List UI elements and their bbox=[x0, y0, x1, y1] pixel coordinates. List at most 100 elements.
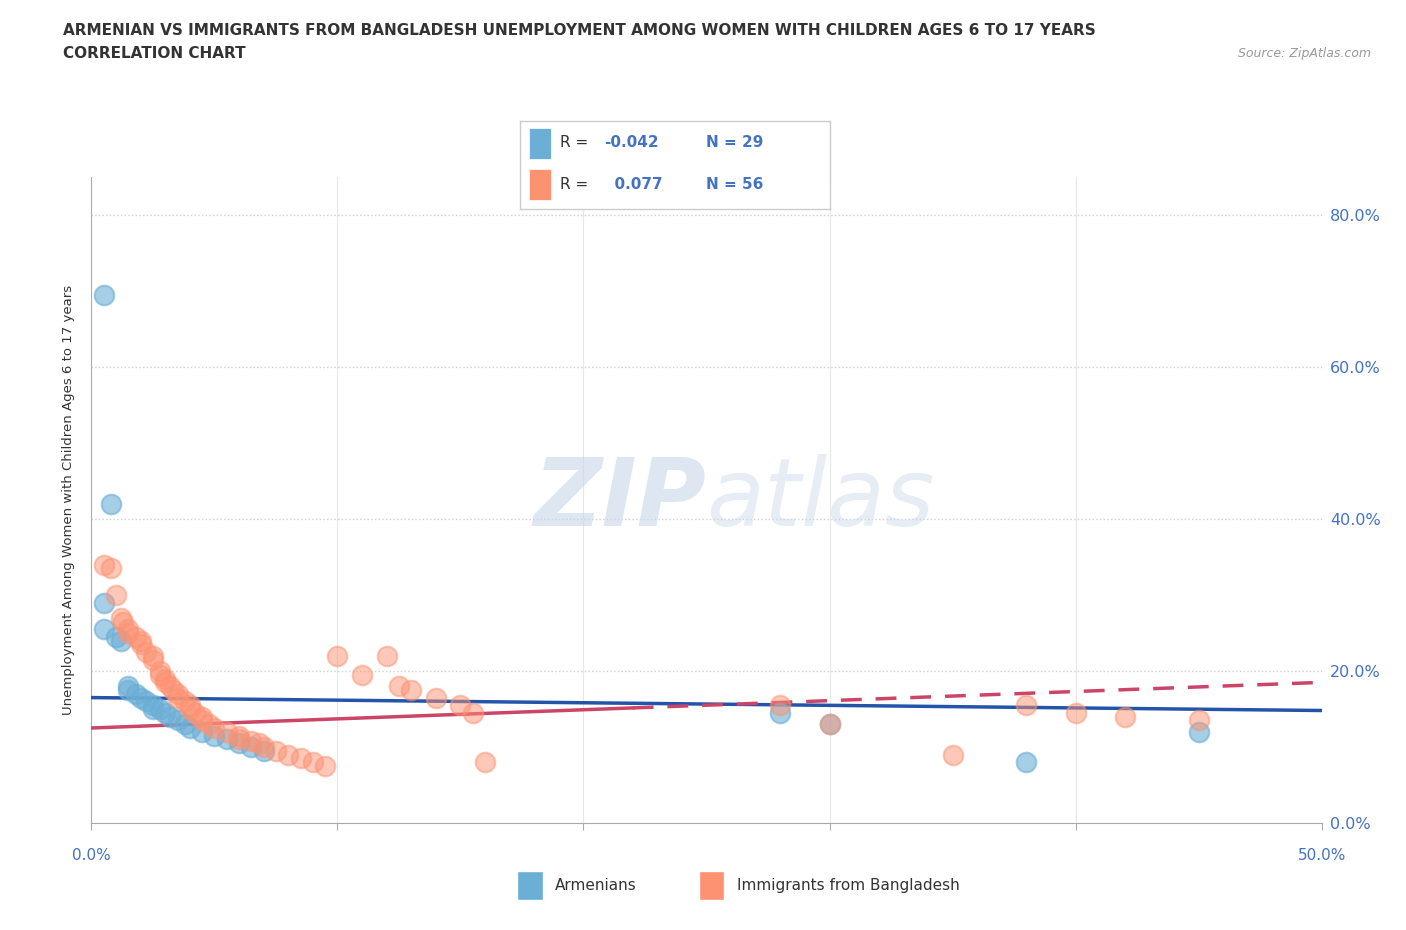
Point bbox=[162, 683, 184, 698]
Text: Immigrants from Bangladesh: Immigrants from Bangladesh bbox=[737, 878, 959, 894]
Point bbox=[93, 595, 115, 610]
Text: 0.0%: 0.0% bbox=[72, 848, 111, 863]
Text: ZIP: ZIP bbox=[534, 454, 706, 546]
Point bbox=[135, 644, 156, 659]
Point bbox=[93, 622, 115, 637]
Point bbox=[93, 287, 115, 302]
Point bbox=[191, 710, 214, 724]
Text: ARMENIAN VS IMMIGRANTS FROM BANGLADESH UNEMPLOYMENT AMONG WOMEN WITH CHILDREN AG: ARMENIAN VS IMMIGRANTS FROM BANGLADESH U… bbox=[63, 23, 1097, 38]
Point bbox=[399, 683, 422, 698]
Point bbox=[149, 663, 172, 678]
Text: CORRELATION CHART: CORRELATION CHART bbox=[63, 46, 246, 61]
Bar bbox=[530, 128, 551, 159]
Point bbox=[253, 739, 276, 754]
Point bbox=[277, 747, 299, 762]
Point bbox=[142, 701, 165, 716]
Point bbox=[449, 698, 471, 712]
Point bbox=[100, 497, 122, 512]
Point bbox=[117, 622, 139, 637]
Text: Armenians: Armenians bbox=[555, 878, 637, 894]
Point bbox=[159, 679, 181, 694]
Point bbox=[191, 713, 214, 728]
Point bbox=[425, 690, 447, 705]
Point bbox=[253, 743, 276, 758]
Point bbox=[179, 701, 201, 716]
Point bbox=[93, 557, 115, 572]
Point bbox=[818, 717, 841, 732]
Point bbox=[174, 717, 197, 732]
Point bbox=[124, 630, 146, 644]
Point bbox=[124, 686, 146, 701]
Point bbox=[228, 728, 250, 743]
Point bbox=[352, 668, 374, 683]
Point bbox=[153, 705, 177, 720]
Text: 50.0%: 50.0% bbox=[1298, 848, 1346, 863]
Point bbox=[290, 751, 312, 766]
Point bbox=[166, 713, 188, 728]
Point bbox=[191, 724, 214, 739]
Text: R =: R = bbox=[561, 177, 593, 192]
Point bbox=[105, 588, 127, 603]
Point bbox=[149, 701, 172, 716]
Point bbox=[166, 690, 188, 705]
Point bbox=[159, 710, 181, 724]
Point bbox=[142, 652, 165, 667]
Point bbox=[314, 759, 336, 774]
Point bbox=[769, 698, 792, 712]
Point bbox=[142, 648, 165, 663]
Point bbox=[1015, 698, 1038, 712]
Point bbox=[240, 739, 263, 754]
Point bbox=[474, 755, 496, 770]
Text: -0.042: -0.042 bbox=[603, 136, 658, 151]
Point bbox=[183, 705, 207, 720]
Point bbox=[174, 694, 197, 709]
Point bbox=[112, 614, 135, 629]
Text: R =: R = bbox=[561, 136, 593, 151]
Point bbox=[149, 668, 172, 683]
Text: 0.077: 0.077 bbox=[603, 177, 662, 192]
Point bbox=[388, 679, 411, 694]
Point bbox=[215, 732, 238, 747]
Point bbox=[228, 736, 250, 751]
Point bbox=[202, 728, 225, 743]
Point bbox=[110, 610, 132, 625]
Text: N = 29: N = 29 bbox=[706, 136, 763, 151]
Point bbox=[110, 633, 132, 648]
Point bbox=[129, 690, 152, 705]
Bar bbox=[530, 169, 551, 201]
Point bbox=[941, 747, 963, 762]
Point bbox=[153, 671, 177, 686]
Y-axis label: Unemployment Among Women with Children Ages 6 to 17 years: Unemployment Among Women with Children A… bbox=[62, 285, 76, 715]
Point bbox=[818, 717, 841, 732]
Point bbox=[1064, 705, 1087, 720]
Point bbox=[100, 561, 122, 576]
Point bbox=[135, 694, 156, 709]
Point bbox=[264, 743, 287, 758]
Point bbox=[117, 679, 139, 694]
Point bbox=[117, 683, 139, 698]
Point bbox=[301, 755, 323, 770]
Point bbox=[129, 633, 152, 648]
Point bbox=[1187, 713, 1209, 728]
Point bbox=[105, 630, 127, 644]
Point bbox=[117, 626, 139, 641]
Point bbox=[247, 736, 270, 751]
Bar bbox=[517, 871, 543, 900]
Point bbox=[1187, 724, 1209, 739]
Point bbox=[375, 648, 398, 663]
Text: Source: ZipAtlas.com: Source: ZipAtlas.com bbox=[1237, 46, 1371, 60]
Point bbox=[166, 686, 188, 701]
Point bbox=[240, 734, 263, 749]
Point bbox=[228, 732, 250, 747]
Point bbox=[198, 717, 221, 732]
Point bbox=[461, 705, 484, 720]
Point bbox=[326, 648, 349, 663]
Point bbox=[153, 675, 177, 690]
Point bbox=[1114, 710, 1136, 724]
Point bbox=[179, 698, 201, 712]
Bar bbox=[699, 871, 724, 900]
Point bbox=[202, 721, 225, 736]
Point bbox=[179, 721, 201, 736]
Text: N = 56: N = 56 bbox=[706, 177, 763, 192]
Point bbox=[1015, 755, 1038, 770]
